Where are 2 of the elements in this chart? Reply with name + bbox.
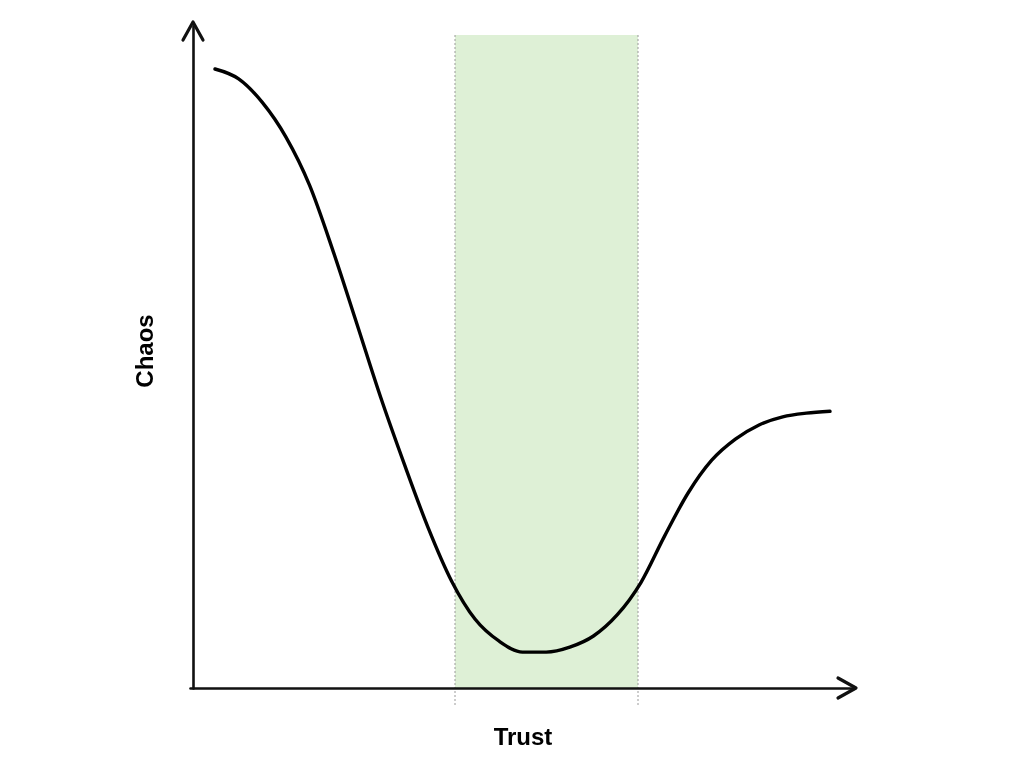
y-axis-title: Chaos (131, 314, 158, 388)
x-axis-title: Trust (493, 723, 553, 750)
